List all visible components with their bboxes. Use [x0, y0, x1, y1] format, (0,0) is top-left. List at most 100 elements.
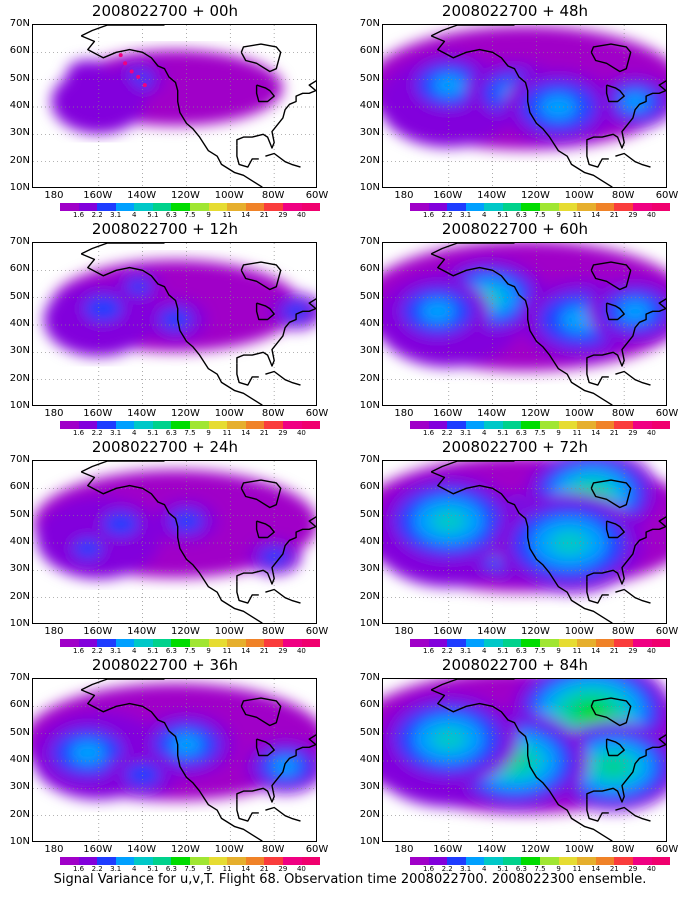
- colorbar-label: 2.2: [441, 429, 453, 437]
- map-panel: 2008022700 + 24h 70N 60N 50N 40N 30N 20N 10N 180…: [0, 438, 330, 655]
- colorbar-swatch: [208, 203, 228, 211]
- colorbar-swatch: [577, 857, 596, 865]
- panel-title: 2008022700 + 48h: [441, 2, 589, 20]
- lat-tick-label: 40N: [359, 536, 380, 547]
- colorbar-swatch: [447, 639, 466, 647]
- variance-map: [32, 678, 317, 842]
- lat-tick-label: 40N: [359, 318, 380, 329]
- map-panel: 2008022700 + 48h 70N 60N 50N 40N 30N 20N 10N 180…: [350, 2, 680, 219]
- colorbar-swatch: [632, 203, 652, 211]
- colorbar-label: 40: [646, 647, 656, 655]
- colorbar-swatch: [282, 203, 302, 211]
- colorbar-swatch: [264, 639, 283, 647]
- panel-title: 2008022700 + 12h: [91, 220, 239, 238]
- colorbar-swatch: [540, 421, 559, 429]
- colorbar-swatch: [465, 421, 485, 429]
- colorbar-label: 5.1: [497, 865, 509, 873]
- colorbar-label: 5.1: [147, 211, 159, 219]
- lon-tick-label: 80W: [611, 408, 635, 419]
- lat-tick-label: 30N: [359, 781, 380, 793]
- colorbar-label: 1.6: [72, 211, 85, 219]
- colorbar-label: 29: [278, 647, 288, 655]
- colorbar-swatch: [190, 421, 209, 429]
- variance-contour: [420, 299, 456, 324]
- colorbar-label: 3.1: [460, 211, 472, 219]
- colorbar-swatch: [190, 203, 209, 211]
- lat-tick-label: 10N: [9, 400, 30, 411]
- colorbar-swatch: [245, 203, 265, 211]
- lon-tick-label: 180: [394, 408, 414, 419]
- lat-tick-label: 30N: [359, 563, 380, 575]
- map-svg: [33, 25, 316, 187]
- colorbar-label: 2.2: [441, 211, 453, 219]
- variance-map: [32, 460, 317, 624]
- colorbar-label: 4: [132, 429, 137, 437]
- colorbar-swatch: [227, 421, 246, 429]
- map-panel: 2008022700 + 00h 70N 60N 50N 40N 30N 20N 10N 180…: [0, 2, 330, 219]
- colorbar-swatch: [558, 639, 578, 647]
- lat-tick-label: 50N: [359, 290, 380, 302]
- colorbar-label: 7.5: [534, 211, 546, 219]
- colorbar-label: 29: [278, 211, 288, 219]
- map-svg: [33, 243, 316, 405]
- colorbar-label: 40: [646, 211, 656, 219]
- lat-tick-label: 60N: [9, 263, 30, 275]
- colorbar-swatch: [540, 203, 559, 211]
- colorbar-swatch: [502, 421, 522, 429]
- colorbar-label: 21: [609, 865, 619, 873]
- colorbar-label: 7.5: [534, 429, 546, 437]
- colorbar-swatch: [502, 857, 522, 865]
- colorbar-label: 11: [222, 647, 232, 655]
- flight-track-point: [136, 74, 141, 79]
- colorbar-swatch: [447, 203, 466, 211]
- lat-tick-label: 20N: [9, 372, 30, 384]
- lat-tick-label: 50N: [359, 508, 380, 520]
- colorbar-label: 14: [241, 211, 251, 219]
- lon-tick-label: 120W: [170, 408, 200, 419]
- variance-contour: [282, 302, 310, 321]
- colorbar-swatch: [502, 639, 522, 647]
- colorbar-label: 3.1: [460, 647, 472, 655]
- colorbar-swatch: [410, 421, 429, 429]
- lon-tick-label: 100W: [214, 190, 244, 201]
- colorbar-label: 9: [556, 211, 561, 219]
- colorbar-label: 14: [241, 647, 251, 655]
- colorbar-label: 4: [132, 865, 137, 873]
- colorbar-label: 4: [482, 647, 487, 655]
- colorbar-swatch: [171, 203, 191, 211]
- coastline: [430, 679, 666, 841]
- colorbar-label: 7.5: [184, 429, 196, 437]
- lat-tick-label: 60N: [9, 699, 30, 711]
- lon-tick-label: 160W: [83, 844, 113, 855]
- colorbar-swatch: [60, 203, 79, 211]
- colorbar-label: 11: [572, 429, 582, 437]
- colorbar-label: 21: [259, 865, 269, 873]
- colorbar-swatch: [595, 203, 615, 211]
- variance-contour: [103, 512, 139, 536]
- colorbar-swatch: [614, 421, 633, 429]
- colorbar-label: 3.1: [110, 647, 122, 655]
- colorbar-swatch: [190, 857, 209, 865]
- colorbar-swatch: [190, 639, 209, 647]
- variance-contour: [126, 278, 151, 295]
- colorbar-swatch: [115, 203, 135, 211]
- colorbar-label: 40: [296, 211, 306, 219]
- colorbar-label: 1.6: [422, 211, 435, 219]
- colorbar-label: 1.6: [422, 429, 435, 437]
- colorbar: [60, 639, 321, 647]
- colorbar-swatch: [78, 857, 98, 865]
- colorbar-label: 2.2: [91, 429, 103, 437]
- colorbar-label: 14: [591, 429, 601, 437]
- lat-tick-label: 20N: [9, 808, 30, 820]
- panel-title: 2008022700 + 24h: [91, 438, 239, 456]
- lat-tick-label: 40N: [9, 754, 30, 765]
- colorbar-label: 6.3: [165, 647, 177, 655]
- colorbar-swatch: [115, 421, 135, 429]
- lat-tick-label: 40N: [359, 100, 380, 111]
- lon-tick-label: 160W: [433, 408, 463, 419]
- lon-tick-label: 100W: [564, 844, 594, 855]
- lon-tick-label: 120W: [170, 626, 200, 637]
- colorbar-swatch: [614, 203, 633, 211]
- lon-tick-label: 100W: [564, 626, 594, 637]
- colorbar-swatch: [115, 639, 135, 647]
